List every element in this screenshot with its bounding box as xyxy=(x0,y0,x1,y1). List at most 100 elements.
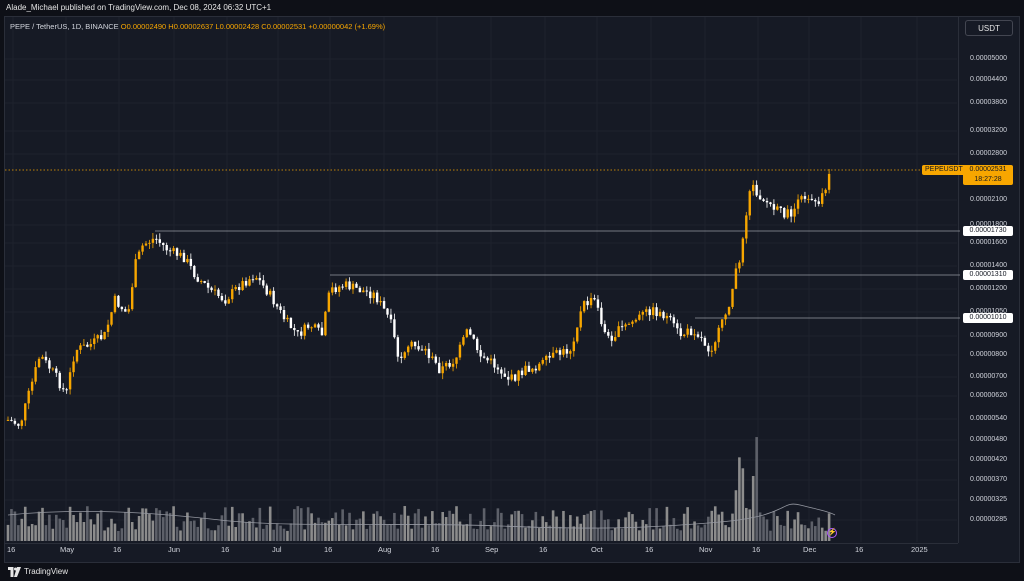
volume-bar xyxy=(827,513,831,541)
candle-body xyxy=(48,360,51,369)
candle-body xyxy=(355,283,358,288)
volume-bar xyxy=(255,527,258,541)
volume-bar xyxy=(72,514,75,541)
candle-body xyxy=(503,373,506,377)
volume-bar xyxy=(786,510,789,541)
volume-bar xyxy=(475,529,479,541)
volume-bar xyxy=(130,522,134,541)
volume-bar xyxy=(265,524,269,541)
candle-body xyxy=(655,307,658,317)
candle-body xyxy=(600,307,603,325)
volume-bar xyxy=(479,520,482,541)
volume-bar xyxy=(175,526,179,541)
volume-bar xyxy=(779,524,783,541)
candle-body xyxy=(614,337,617,341)
symbol-legend[interactable]: PEPE / TetherUS, 1D, BINANCE O0.00002490… xyxy=(10,22,385,31)
price-axis-label: 0.00000700 xyxy=(970,373,1007,380)
candle-body xyxy=(689,328,693,336)
price-axis-label: 0.00000620 xyxy=(970,392,1007,399)
candle-body xyxy=(714,342,717,351)
candle-body xyxy=(569,351,572,354)
volume-bar xyxy=(638,530,641,541)
candle-body xyxy=(658,311,662,317)
price-axis-label: 0.00000480 xyxy=(970,436,1007,443)
volume-bar xyxy=(745,507,748,541)
footer: TradingView xyxy=(0,563,1024,581)
candle-body xyxy=(317,324,320,328)
candle-body xyxy=(231,289,234,300)
candle-body xyxy=(814,200,817,202)
candle-body xyxy=(393,319,396,338)
candle-body xyxy=(30,381,34,391)
candle-body xyxy=(34,367,37,382)
candle-body xyxy=(645,309,648,312)
candle-body xyxy=(134,259,137,288)
volume-bar xyxy=(89,519,93,541)
volume-bar xyxy=(227,525,231,541)
candle-body xyxy=(479,350,482,357)
currency-button[interactable]: USDT xyxy=(965,20,1013,36)
price-axis-label: 0.00003800 xyxy=(970,99,1007,106)
volume-bar xyxy=(765,519,769,541)
time-axis[interactable] xyxy=(4,543,958,564)
candle-body xyxy=(365,290,368,292)
volume-bar xyxy=(193,520,196,541)
candle-body xyxy=(821,193,824,204)
candle-body xyxy=(306,324,310,328)
volume-bar xyxy=(99,510,103,541)
tradingview-brand[interactable]: TradingView xyxy=(24,567,69,576)
candle-body xyxy=(510,374,513,380)
volume-bar xyxy=(417,508,420,541)
volume-bar xyxy=(182,521,186,541)
candle-body xyxy=(620,326,624,328)
candle-body xyxy=(517,370,520,381)
candle-body xyxy=(827,173,831,190)
candle-body xyxy=(458,344,462,358)
candle-body xyxy=(379,301,382,303)
volume-bar xyxy=(27,526,30,541)
candle-body xyxy=(410,341,413,347)
candle-body xyxy=(110,312,113,325)
candle-body xyxy=(58,372,61,389)
lightning-icon[interactable]: ⚡ xyxy=(827,528,837,538)
price-axis-label: 0.00001800 xyxy=(970,221,1007,228)
current-price-value: 0.00002531 xyxy=(969,166,1007,173)
candle-body xyxy=(213,289,217,291)
volume-bar xyxy=(717,514,720,541)
candle-body xyxy=(427,348,431,358)
candle-body xyxy=(683,334,686,337)
tradingview-logo-icon[interactable] xyxy=(8,567,21,577)
volume-bar xyxy=(217,525,220,541)
volume-bar xyxy=(389,524,393,541)
candle-body xyxy=(13,420,17,424)
candle-body xyxy=(779,206,782,208)
volume-bar xyxy=(541,516,545,541)
candle-body xyxy=(720,319,724,328)
candle-body xyxy=(72,361,75,373)
ohlc-values: O0.00002490 H0.00002637 L0.00002428 C0.0… xyxy=(120,22,386,31)
grid-lines xyxy=(5,17,957,542)
candle-body xyxy=(300,331,303,336)
candle-body xyxy=(310,327,313,329)
candle-body xyxy=(258,277,262,281)
volume-bar xyxy=(365,528,369,541)
volume-bar xyxy=(672,518,676,541)
price-axis-label: 0.00001050 xyxy=(970,308,1007,315)
volume-bar xyxy=(331,518,334,541)
volume-bar xyxy=(48,514,51,541)
candle-body xyxy=(262,280,265,286)
volume-bar xyxy=(179,530,182,541)
volume-bar xyxy=(651,529,655,541)
volume-bar xyxy=(441,511,444,541)
candle-body xyxy=(282,310,286,320)
candle-body xyxy=(534,368,538,371)
candle-body xyxy=(493,358,496,368)
candle-body xyxy=(631,321,634,324)
volume-bar xyxy=(172,506,175,541)
volume-bar xyxy=(286,530,289,541)
volume-bar xyxy=(362,511,365,541)
candle-body xyxy=(396,337,400,357)
candle-body xyxy=(196,277,199,282)
volume-bar xyxy=(258,507,262,541)
